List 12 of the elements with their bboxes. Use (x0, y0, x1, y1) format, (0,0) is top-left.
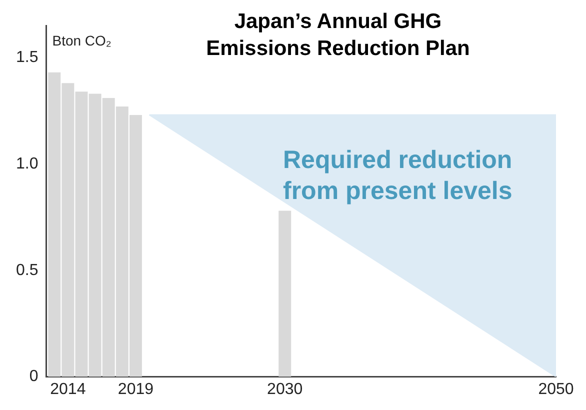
y-tick-label: 1.0 (16, 155, 38, 172)
annotation: Required reduction from present levels (283, 145, 514, 207)
y-tick-label: 1.5 (16, 48, 38, 66)
x-tick-label: 2030 (267, 380, 303, 398)
x-tick-label: 2014 (50, 380, 86, 398)
y-tick-label: 0.5 (16, 262, 38, 279)
chart-title: Japan’s Annual GHG Emissions Reduction Plan (205, 9, 471, 62)
bar (278, 210, 292, 377)
y-axis-title: Bton CO₂ (52, 32, 112, 48)
x-tick-label: 2050 (538, 380, 574, 398)
x-tick-label: 2019 (118, 380, 154, 398)
y-tick-label: 0 (29, 368, 38, 386)
